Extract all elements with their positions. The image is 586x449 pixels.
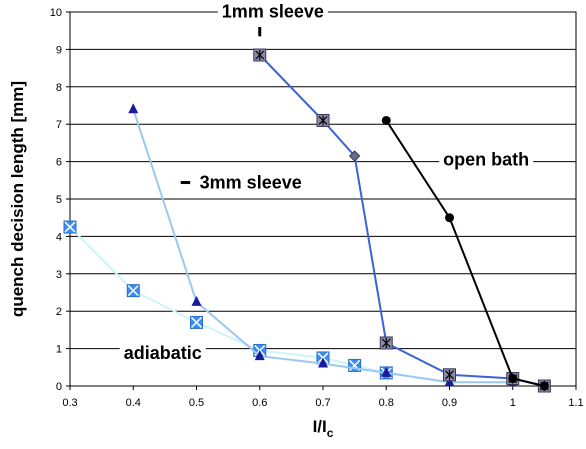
marker-shape [539, 381, 549, 391]
x-axis-title: I/Ic [313, 417, 334, 440]
annotation-background [439, 148, 534, 171]
3mm-sleeve-marker [128, 103, 139, 114]
y-tick-label: 2 [56, 306, 62, 318]
marker-shape [348, 150, 361, 162]
adiabatic-marker [190, 315, 203, 329]
y-tick-label: 8 [56, 82, 62, 94]
y-tick-label: 7 [56, 119, 62, 131]
x-tick-label: 0.3 [62, 397, 77, 409]
open-bath-marker [508, 374, 518, 384]
annotation-background [195, 171, 306, 194]
annotation-label-1mm-sleeve: 1mm sleeve [222, 2, 324, 22]
x-axis-title-subscript: c [327, 426, 334, 440]
y-tick-label: 9 [56, 44, 62, 56]
x-tick-label: 0.7 [315, 397, 330, 409]
x-tick-label: 0.6 [252, 397, 267, 409]
3mm-sleeve-marker [318, 357, 328, 368]
marker-asterisk [318, 115, 328, 126]
y-tick-label: 0 [56, 381, 62, 393]
annotation-background [119, 342, 206, 365]
3mm-sleeve-marker [254, 350, 265, 361]
1mm-sleeve-marker [443, 368, 456, 382]
series-line-open-bath [385, 119, 545, 387]
marker-cross [190, 316, 203, 328]
marker-asterisk [255, 50, 265, 61]
x-axis-title-main: I/I [313, 417, 327, 436]
annotation-background [217, 0, 328, 23]
marker-shape [381, 115, 391, 125]
marker-cross [64, 221, 76, 233]
annotations: 1mm sleeve open bath 3mm sleeve adiabatic [119, 0, 534, 365]
marker-shape [381, 366, 392, 377]
x-tick-label: 1 [510, 397, 516, 409]
x-tick-label: 0.4 [126, 397, 141, 409]
x-tick-label: 1.1 [568, 397, 583, 409]
marker-asterisk [381, 337, 391, 348]
y-tick-label: 3 [56, 269, 62, 281]
1mm-sleeve-marker [316, 113, 330, 127]
y-tick-label: 10 [50, 7, 62, 19]
annotation-adiabatic: adiabatic [119, 342, 206, 365]
y-tick-label: 4 [56, 231, 62, 243]
marker-shape [508, 374, 518, 384]
annotation-label-adiabatic: adiabatic [124, 343, 202, 363]
y-axis-title: quench decision length [mm] [8, 81, 27, 317]
y-tick-label: 1 [56, 344, 62, 356]
1mm-sleeve-marker [348, 150, 361, 162]
1mm-sleeve-marker [379, 336, 393, 350]
annotation-open-bath: open bath [439, 148, 534, 171]
annotation-label-open-bath: open bath [443, 149, 529, 169]
annotation-1mm-sleeve: 1mm sleeve [217, 0, 328, 37]
marker-cross [127, 285, 139, 297]
adiabatic-marker [63, 220, 77, 234]
marker-shape [191, 295, 202, 306]
x-tick-label: 0.5 [189, 397, 204, 409]
marker-shape [254, 350, 265, 361]
1mm-sleeve-marker [253, 48, 267, 62]
marker-shape [445, 213, 454, 223]
series-open-bath [381, 115, 549, 391]
x-axis: 0.3 0.4 0.5 0.6 0.7 0.8 0.9 1 1.1 [62, 386, 584, 409]
x-tick-label: 0.8 [379, 397, 394, 409]
y-tick-label: 6 [56, 157, 62, 169]
y-tick-label: 5 [56, 194, 62, 206]
x-tick-label: 0.9 [442, 397, 457, 409]
series-group [63, 48, 551, 393]
marker-asterisk [445, 369, 454, 380]
3mm-sleeve-marker [191, 295, 202, 306]
marker-shape [128, 103, 139, 114]
open-bath-marker [539, 381, 549, 391]
marker-shape [318, 357, 328, 368]
annotation-label-3mm-sleeve: 3mm sleeve [200, 173, 302, 193]
adiabatic-marker [126, 284, 140, 298]
y-axis: 0 1 2 3 4 5 6 7 8 9 10 [50, 7, 70, 393]
open-bath-marker [445, 213, 454, 223]
open-bath-marker [381, 115, 391, 125]
annotation-3mm-sleeve: 3mm sleeve [180, 171, 306, 194]
3mm-sleeve-marker [381, 366, 392, 377]
